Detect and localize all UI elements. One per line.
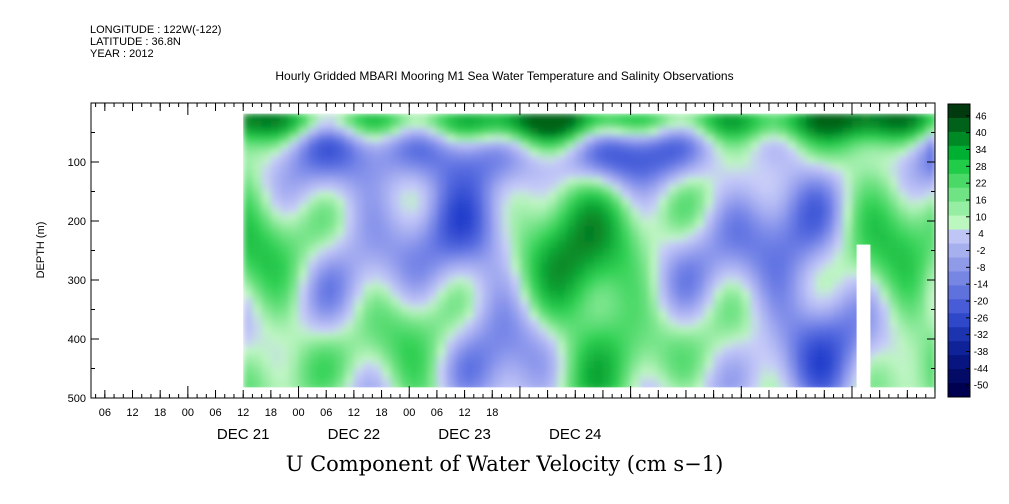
- longitude-label: LONGITUDE : 122W(-122): [90, 24, 222, 36]
- colorbar-label: 34: [975, 145, 987, 156]
- colorbar-swatch: [948, 327, 970, 342]
- colorbar-swatch: [948, 215, 970, 231]
- colorbar-label: 4: [978, 229, 984, 240]
- y-tick-label: 100: [68, 157, 86, 169]
- colorbar-label: -2: [977, 246, 986, 257]
- x-tick-label: 18: [486, 407, 498, 419]
- x-day-label: DEC 23: [438, 426, 491, 443]
- colorbar-label: 22: [975, 179, 987, 190]
- colorbar-swatch: [948, 369, 970, 384]
- colorbar-label: 16: [975, 195, 987, 206]
- colorbar-swatch: [948, 117, 970, 133]
- data-gaps: [91, 103, 934, 398]
- x-day-label: DEC 24: [549, 426, 602, 443]
- colorbar-label: -14: [974, 280, 989, 291]
- x-tick-label: 18: [154, 407, 166, 419]
- colorbar-swatch: [948, 145, 970, 161]
- x-tick-label: 18: [375, 407, 387, 419]
- x-day-label: DEC 22: [328, 426, 381, 443]
- colorbar-swatch: [948, 173, 970, 189]
- colorbar-label: -26: [974, 313, 989, 324]
- colorbar-label: -8: [977, 263, 986, 274]
- colorbar-label: -44: [974, 364, 989, 375]
- colorbar-label: -38: [974, 347, 989, 358]
- colorbar-label: -50: [974, 381, 989, 392]
- x-tick-label: 06: [99, 407, 111, 419]
- y-axis-label: DEPTH (m): [35, 222, 47, 279]
- velocity-field: [243, 113, 935, 391]
- colorbar-swatch: [948, 131, 970, 147]
- x-tick-label: 12: [237, 407, 249, 419]
- colorbar-swatch: [948, 159, 970, 175]
- colorbar-label: -32: [974, 330, 989, 341]
- x-tick-label: 06: [209, 407, 221, 419]
- x-tick-label: 00: [182, 407, 194, 419]
- x-tick-label: 12: [126, 407, 138, 419]
- x-tick-label: 00: [292, 407, 304, 419]
- colorbar-swatch: [948, 187, 970, 203]
- x-tick-label: 06: [320, 407, 332, 419]
- colorbar-swatch: [948, 299, 970, 314]
- colorbar-swatch: [948, 243, 970, 258]
- y-tick-label: 200: [68, 216, 86, 228]
- y-tick-label: 500: [68, 393, 86, 405]
- colorbar-label: 28: [975, 162, 987, 173]
- colorbar-swatch: [948, 257, 970, 272]
- x-tick-label: 12: [458, 407, 470, 419]
- x-tick-label: 06: [431, 407, 443, 419]
- colorbar-swatch: [948, 201, 970, 217]
- colorbar-swatch: [948, 383, 970, 398]
- y-tick-label: 300: [68, 275, 86, 287]
- colorbar-swatch: [948, 285, 970, 300]
- x-tick-label: 18: [265, 407, 277, 419]
- colorbar: 46 40 34 28 22 16 10 4 -2 -8 -14 -20 -26 -32 -38 -44 -50: [947, 103, 989, 398]
- colorbar-label: 10: [975, 212, 987, 223]
- latitude-label: LATITUDE : 36.8N: [90, 36, 181, 48]
- colorbar-swatch: [948, 229, 970, 245]
- colorbar-swatch: [948, 104, 970, 119]
- axes: 100 200 300 400 500 06 12 18 00 06 12 18 00 06 12 18 00 0…: [68, 103, 936, 443]
- y-tick-label: 400: [68, 334, 86, 346]
- colorbar-label: -20: [974, 297, 989, 308]
- x-tick-label: 00: [403, 407, 415, 419]
- colorbar-swatch: [948, 271, 970, 286]
- x-tick-label: 12: [348, 407, 360, 419]
- colorbar-label: 46: [975, 111, 987, 122]
- chart-title: Hourly Gridded MBARI Mooring M1 Sea Wate…: [275, 69, 734, 83]
- x-day-label: DEC 21: [217, 426, 270, 443]
- colorbar-swatch: [948, 313, 970, 328]
- colorbar-swatch: [948, 355, 970, 370]
- year-label: YEAR : 2012: [90, 48, 154, 60]
- main-title: U Component of Water Velocity (cm s−1): [285, 452, 724, 476]
- colorbar-label: 40: [975, 128, 987, 139]
- colorbar-swatch: [948, 341, 970, 356]
